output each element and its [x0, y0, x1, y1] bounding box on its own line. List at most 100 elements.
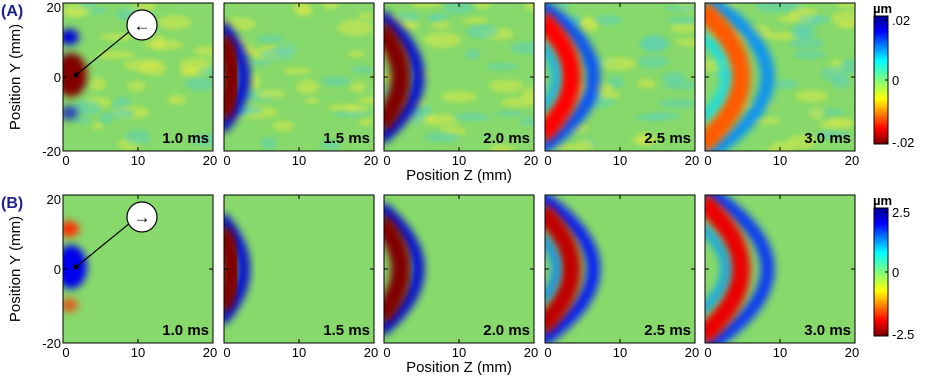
- time-label: 2.5 ms: [644, 130, 691, 147]
- texture-blob: [304, 97, 320, 104]
- texture-blob: [789, 37, 825, 50]
- texture-blob: [473, 3, 491, 9]
- x-tick-label: 10: [613, 345, 627, 360]
- texture-blob: [489, 144, 515, 151]
- x-tick-label: 20: [203, 153, 217, 168]
- texture-blob: [89, 77, 107, 91]
- wavefront-outer: [545, 3, 600, 151]
- texture-blob: [836, 3, 855, 9]
- texture-blob: [250, 59, 273, 66]
- time-label: 3.0 ms: [804, 322, 851, 339]
- texture-blob: [157, 15, 192, 30]
- colorbar: µm2.5 0 -2.5: [873, 193, 914, 342]
- texture-blob: [599, 57, 638, 71]
- colorbar-tick-label: -2.5: [892, 327, 914, 342]
- x-tick-label: 20: [524, 153, 538, 168]
- texture-blob: [466, 24, 499, 40]
- y-tick-label: -20: [42, 144, 61, 159]
- marker-dot: [73, 72, 79, 78]
- colorbar-tick-label: .02: [892, 13, 910, 28]
- texture-blob: [358, 117, 374, 126]
- colorbar-tick-label: 0: [892, 265, 899, 280]
- time-label: 1.0 ms: [162, 322, 209, 339]
- x-tick-label: 20: [364, 345, 378, 360]
- wavefront-inner: [705, 223, 731, 315]
- wavefront-blob: [63, 298, 78, 312]
- x-axis-label: Position Z (mm): [406, 167, 512, 184]
- texture-blob: [322, 3, 338, 10]
- texture-blob: [99, 33, 134, 41]
- wavefront-main: [545, 203, 581, 335]
- texture-blob: [410, 3, 443, 8]
- wavefront-main: [384, 214, 411, 324]
- texture-blob: [577, 139, 595, 151]
- wavefront-inner: [545, 233, 561, 305]
- texture-blob: [635, 113, 667, 121]
- texture-blob: [426, 15, 444, 22]
- time-label: 1.5 ms: [323, 322, 370, 339]
- colorbar-tick-label: -.02: [892, 135, 914, 150]
- texture-blob: [637, 78, 656, 89]
- texture-blob: [108, 108, 135, 120]
- heatmap-panel: 2.0 ms 0 10 20: [383, 194, 538, 360]
- x-tick-label: 20: [203, 345, 217, 360]
- texture-blob: [641, 35, 667, 52]
- wavefront-main: [705, 3, 751, 151]
- y-tick-label: 20: [47, 0, 61, 15]
- wavefront-main: [705, 195, 751, 343]
- heatmap-panel: 2.0 ms 0 10 20: [383, 2, 538, 168]
- x-tick-label: 10: [773, 153, 787, 168]
- x-tick-label: 20: [685, 153, 699, 168]
- texture-blob: [423, 32, 462, 48]
- texture-blob: [185, 76, 213, 91]
- texture-blob: [794, 27, 817, 41]
- x-tick-label: 10: [613, 153, 627, 168]
- x-tick-label: 20: [685, 345, 699, 360]
- colorbar-unit: µm: [873, 193, 892, 208]
- wavefront-main: [545, 11, 581, 143]
- texture-blob: [256, 34, 285, 43]
- heatmap-panel: 2.5 ms 0 10 20: [544, 2, 699, 168]
- texture-blob: [424, 114, 459, 126]
- wavefront-outer: [384, 201, 425, 337]
- heatmap-panel: 3.0 ms 0 10 20: [704, 194, 859, 360]
- texture-blob: [273, 43, 299, 55]
- texture-blob: [485, 63, 519, 70]
- wavefront-outer: [705, 3, 775, 151]
- texture-blob: [247, 73, 261, 89]
- x-tick-label: 10: [292, 153, 306, 168]
- colorbar-tick-label: 2.5: [892, 205, 910, 220]
- time-label: 2.0 ms: [483, 322, 530, 339]
- wavefront-blob: [63, 221, 79, 237]
- x-tick-label: 10: [773, 345, 787, 360]
- panel-ticks: [62, 2, 214, 152]
- x-tick-label: 0: [704, 153, 711, 168]
- texture-blob: [524, 3, 534, 11]
- texture-blob: [494, 110, 524, 117]
- wavefront-blob: [63, 106, 78, 120]
- texture-blob: [658, 98, 695, 109]
- texture-blob: [96, 50, 135, 60]
- wavefront-outer: [545, 195, 600, 343]
- heatmap-field: [545, 3, 695, 151]
- y-tick-label: 0: [54, 262, 61, 277]
- texture-blob: [661, 71, 686, 84]
- texture-blob: [442, 3, 475, 14]
- texture-blob: [357, 96, 374, 105]
- texture-blob: [831, 76, 851, 89]
- x-tick-label: 10: [452, 153, 466, 168]
- texture-blob: [815, 130, 850, 139]
- texture-blob: [80, 3, 95, 9]
- time-label: 3.0 ms: [804, 130, 851, 147]
- x-tick-label: 10: [131, 153, 145, 168]
- texture-blob: [669, 22, 695, 33]
- texture-blob: [224, 17, 256, 31]
- panel-ticks: [383, 194, 535, 344]
- texture-blob: [65, 9, 86, 17]
- wavefront-inner: [705, 31, 731, 123]
- arrow-marker: →: [73, 201, 158, 270]
- texture-blob: [488, 79, 524, 93]
- y-axis-label: Position Y (mm): [7, 216, 24, 322]
- texture-blob: [452, 112, 490, 122]
